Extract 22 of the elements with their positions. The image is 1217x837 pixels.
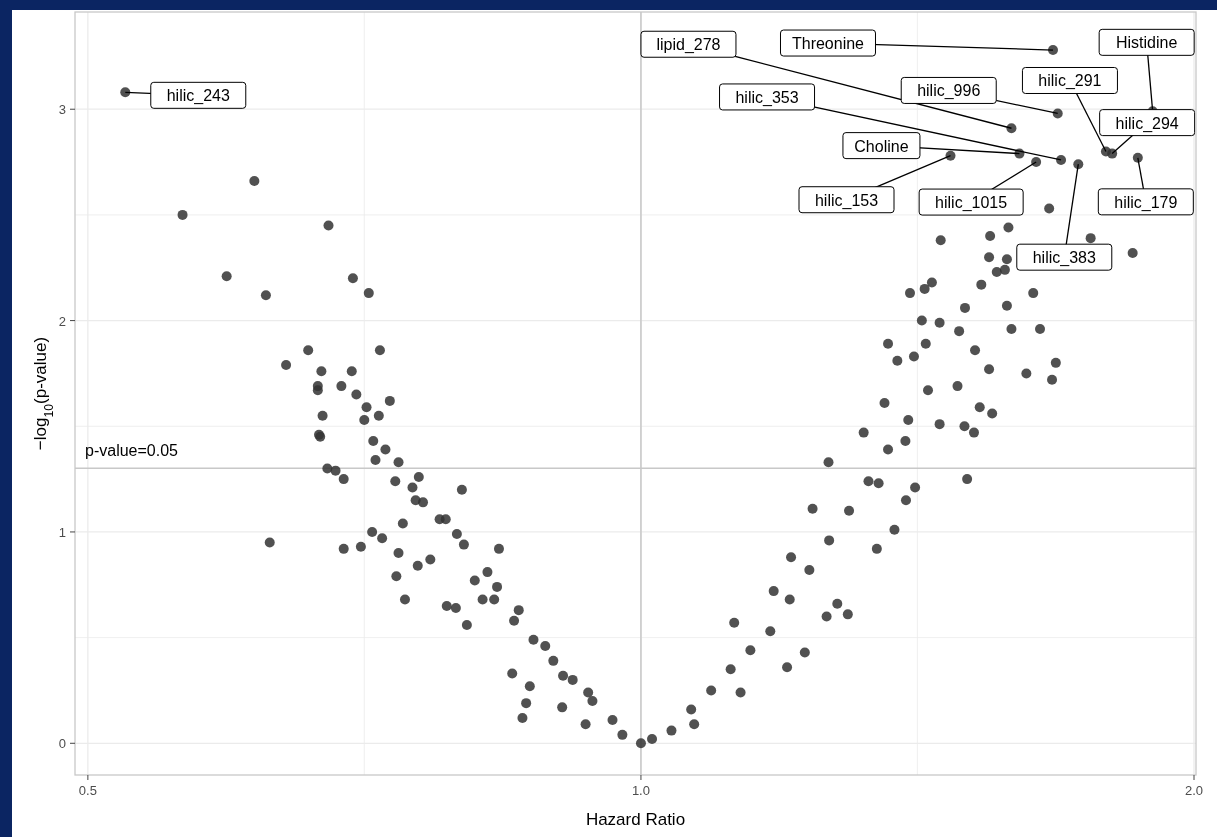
x-tick-label: 1.0 [631, 783, 650, 798]
y-tick-label: 1 [58, 524, 66, 540]
annotation: hilic_243 [166, 87, 230, 106]
annotation: hilic_291 [1038, 72, 1102, 91]
annotation: Histidine [1115, 34, 1178, 52]
annotation: hilic_1015 [935, 194, 1008, 213]
annotation: Choline [854, 137, 909, 155]
y-tick-label: 0 [58, 736, 66, 752]
y-tick-label: 2 [58, 313, 66, 329]
annotation: hilic_353 [735, 88, 799, 107]
annotation: p-value=0.05 [85, 442, 179, 460]
annotation: lipid_278 [656, 36, 721, 55]
x-tick-label: 2.0 [1184, 783, 1204, 798]
y-tick-label: 3 [58, 102, 66, 118]
annotation: hilic_153 [814, 191, 879, 210]
x-axis-title: Hazard Ratio [585, 810, 686, 829]
annotation: hilic_383 [1032, 249, 1096, 268]
annotation: hilic_179 [1114, 193, 1178, 212]
annotation: hilic_996 [917, 82, 981, 101]
annotation: Threonine [791, 35, 865, 53]
x-tick-label: 0.5 [78, 783, 97, 798]
annotation: hilic_294 [1115, 114, 1179, 133]
